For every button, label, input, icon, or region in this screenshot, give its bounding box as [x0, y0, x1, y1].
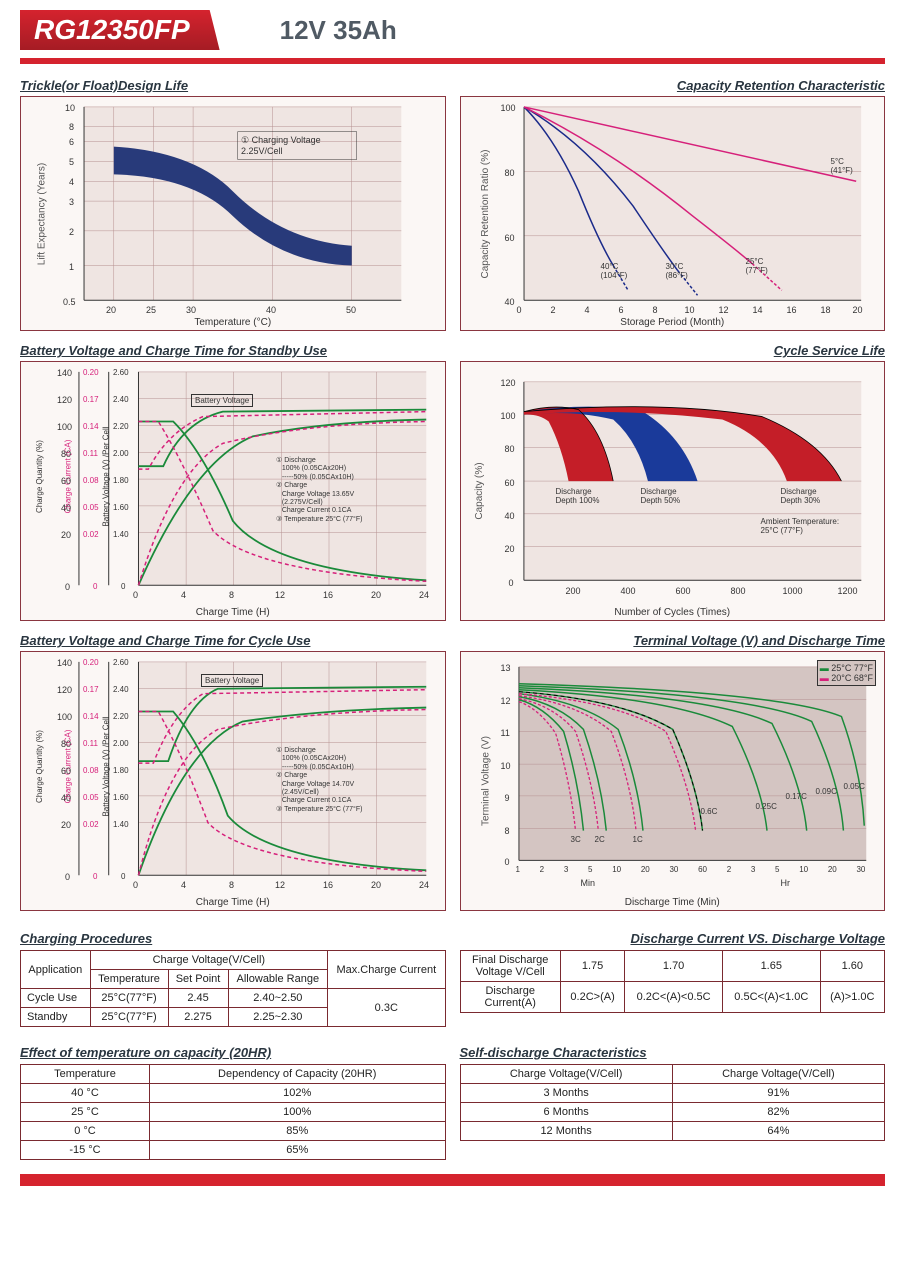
temp-effect-block: Effect of temperature on capacity (20HR)… — [20, 1037, 446, 1160]
discharge-cv-table: Final Discharge Voltage V/Cell 1.75 1.70… — [460, 950, 886, 1013]
charging-proc-block: Charging Procedures Application Charge V… — [20, 923, 446, 1027]
model-banner: RG12350FP — [20, 10, 220, 50]
standby-notes: ① Discharge 100% (0.05CAx20H) -----50% (… — [276, 457, 362, 524]
table-row: 25 °C100% — [21, 1103, 446, 1122]
page-header: RG12350FP 12V 35Ah — [20, 10, 885, 50]
trickle-xlabel: Temperature (°C) — [194, 317, 271, 328]
terminal-panel: Terminal Voltage (V) and Discharge Time — [460, 633, 886, 911]
trickle-title: Trickle(or Float)Design Life — [20, 78, 446, 93]
trickle-panel: Trickle(or Float)Design Life — [20, 78, 446, 331]
table-row: Cycle Use 25°C(77°F) 2.45 2.40~2.50 0.3C — [21, 989, 446, 1008]
retention-title: Capacity Retention Characteristic — [460, 78, 886, 93]
table-row: Final Discharge Voltage V/Cell 1.75 1.70… — [460, 951, 885, 982]
cycle-use-title: Battery Voltage and Charge Time for Cycl… — [20, 633, 446, 648]
table-row: 12 Months64% — [460, 1122, 885, 1141]
retention-xlabel: Storage Period (Month) — [620, 317, 724, 328]
spec-text: 12V 35Ah — [280, 15, 397, 46]
table-row: -15 °C65% — [21, 1141, 446, 1160]
temp-effect-table: TemperatureDependency of Capacity (20HR)… — [20, 1064, 446, 1160]
bottom-stripe — [20, 1174, 885, 1186]
standby-title: Battery Voltage and Charge Time for Stan… — [20, 343, 446, 358]
trickle-ylabel: Lift Expectancy (Years) — [37, 162, 48, 264]
discharge-cv-block: Discharge Current VS. Discharge Voltage … — [460, 923, 886, 1027]
self-discharge-table: Charge Voltage(V/Cell)Charge Voltage(V/C… — [460, 1064, 886, 1141]
cycle-life-panel: Cycle Service Life Capacity (%) Number o… — [460, 343, 886, 621]
self-discharge-block: Self-discharge Characteristics Charge Vo… — [460, 1037, 886, 1160]
cycle-use-panel: Battery Voltage and Charge Time for Cycl… — [20, 633, 446, 911]
trickle-annot: ① Charging Voltage 2.25V/Cell — [241, 135, 321, 156]
retention-ylabel: Capacity Retention Ratio (%) — [479, 149, 490, 278]
table-row: 6 Months82% — [460, 1103, 885, 1122]
cycle-life-title: Cycle Service Life — [460, 343, 886, 358]
retention-panel: Capacity Retention Characteristic Capaci… — [460, 78, 886, 331]
table-row: 40 °C102% — [21, 1084, 446, 1103]
table-row: 0 °C85% — [21, 1122, 446, 1141]
trickle-chart — [21, 97, 445, 330]
cycle-use-notes: ① Discharge 100% (0.05CAx20H) -----50% (… — [276, 747, 362, 814]
charging-proc-table: Application Charge Voltage(V/Cell) Max.C… — [20, 950, 446, 1027]
terminal-title: Terminal Voltage (V) and Discharge Time — [460, 633, 886, 648]
table-row: 3 Months91% — [460, 1084, 885, 1103]
standby-panel: Battery Voltage and Charge Time for Stan… — [20, 343, 446, 621]
top-stripe — [20, 58, 885, 64]
table-row: Discharge Current(A) 0.2C>(A) 0.2C<(A)<0… — [460, 982, 885, 1013]
retention-chart — [461, 97, 885, 330]
